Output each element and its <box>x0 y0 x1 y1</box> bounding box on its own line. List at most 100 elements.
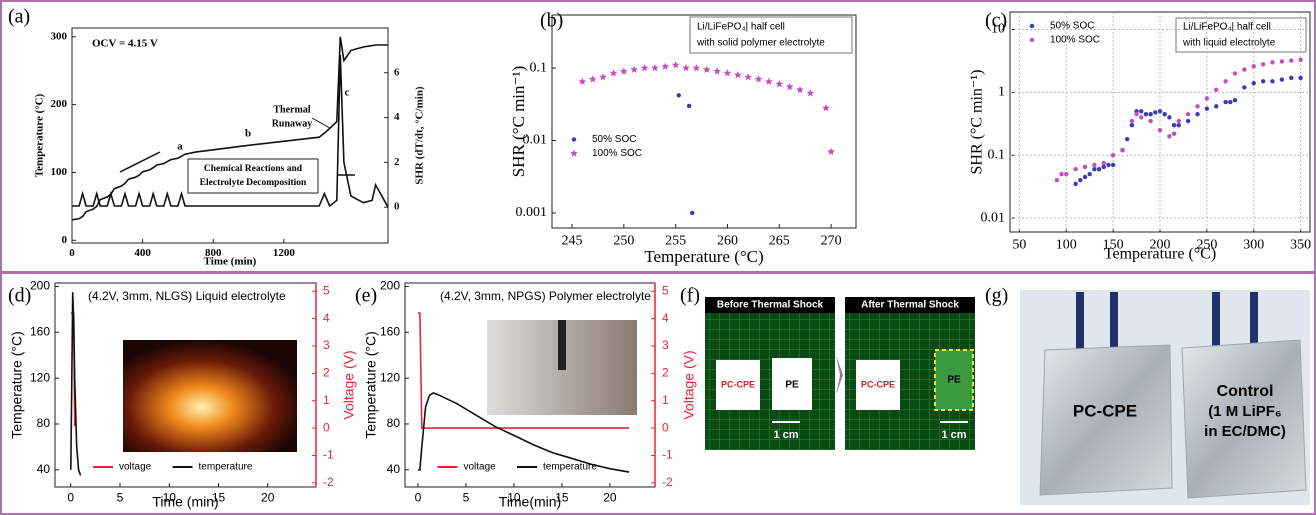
panel-label: (c) <box>985 10 1007 32</box>
annotation: OCV = 4.15 V <box>92 38 158 50</box>
y2-tick-label: 2 <box>394 156 400 168</box>
photos: Before Thermal Shock After Thermal Shock… <box>123 285 1310 505</box>
marker <box>1176 123 1181 128</box>
legend-label: temperature <box>199 462 253 473</box>
marker <box>1270 79 1275 84</box>
y2-tick-label: 1 <box>323 393 330 407</box>
marker <box>1101 160 1106 166</box>
marker <box>1228 99 1233 105</box>
legend-swatch <box>570 149 578 157</box>
marker <box>796 85 804 94</box>
marker <box>1101 164 1106 170</box>
marker <box>1157 128 1163 133</box>
marker <box>620 67 628 75</box>
marker <box>785 82 794 91</box>
marker <box>1223 99 1228 105</box>
marker <box>1298 75 1303 81</box>
y-tick-label: 200 <box>30 279 50 293</box>
marker <box>661 62 670 70</box>
x-tick-label: 20 <box>261 491 275 505</box>
marker <box>1204 106 1210 111</box>
legend-label: 100% SOC <box>1050 35 1100 46</box>
x-tick-label: 1200 <box>273 247 296 259</box>
y-tick-label: 200 <box>380 279 400 293</box>
sample-label: in EC/DMC) <box>1204 423 1286 440</box>
marker <box>1129 123 1135 128</box>
y-axis-label: Temperature (°C) <box>363 331 379 439</box>
panel-label: (b) <box>540 10 563 32</box>
pouch <box>1181 339 1307 499</box>
marker <box>806 89 815 97</box>
sample-label: (1 M LiPF₆ <box>1208 403 1281 420</box>
x-tick-label: 50 <box>1012 238 1026 253</box>
panel-label: (d) <box>8 285 31 307</box>
y-tick-label: 80 <box>37 416 51 430</box>
annotation: (4.2V, 3mm, NPGS) Polymer electrolyte <box>440 289 651 303</box>
y2-tick-label: -2 <box>662 475 673 489</box>
y-tick-label: 80 <box>387 416 401 430</box>
y2-tick-label: 2 <box>323 366 330 380</box>
marker <box>1129 118 1135 124</box>
legend-label: voltage <box>119 462 152 473</box>
panel-label: (f) <box>680 285 700 307</box>
y-tick-label: 300 <box>51 30 68 42</box>
marker <box>1073 166 1078 172</box>
legend-label: 50% SOC <box>1050 21 1094 32</box>
marker <box>671 61 680 69</box>
marker <box>1242 85 1247 90</box>
y-tick-label: 200 <box>51 98 68 110</box>
panel-label: (g) <box>985 285 1008 307</box>
x-tick-label: 0 <box>415 491 422 505</box>
y-axis-label: SHR (°C min⁻¹) <box>969 70 986 175</box>
marker <box>640 64 649 72</box>
x-tick-label: 400 <box>134 247 151 259</box>
marker <box>775 80 784 88</box>
marker <box>1289 75 1294 81</box>
y2-axis-label: Voltage (V) <box>681 350 697 419</box>
x-tick-label: 265 <box>769 234 790 249</box>
y2-tick-label: 0 <box>323 420 330 434</box>
marker <box>1059 171 1064 177</box>
y2-tick-label: 4 <box>394 111 400 123</box>
marker <box>1143 111 1149 117</box>
x-axis-label: Time (min) <box>152 494 218 510</box>
y2-tick-label: 1 <box>662 393 669 407</box>
marker <box>1279 77 1285 82</box>
scale-label: 1 cm <box>773 429 798 441</box>
y2-tick-label: 5 <box>662 283 669 297</box>
chart: 0 400 800 1200 0 100 200 300 0 2 4 6 Time (min) Tempe… <box>8 6 426 268</box>
marker <box>1110 153 1116 158</box>
marker <box>692 64 701 72</box>
x-tick-label: 200 <box>1150 238 1171 253</box>
y-tick-label: 0.1 <box>530 60 548 75</box>
marker <box>1204 96 1210 101</box>
arrow <box>311 117 331 129</box>
series-line <box>72 36 388 221</box>
marker <box>578 77 587 85</box>
scale-label: 1 cm <box>941 429 966 441</box>
photo-detail <box>558 320 566 370</box>
tab <box>1212 292 1220 352</box>
marker <box>1096 166 1102 172</box>
marker <box>1251 80 1256 86</box>
marker <box>1214 87 1219 92</box>
marker <box>1092 166 1097 172</box>
marker <box>1232 71 1238 76</box>
chart: 0 5 10 15 20 40 80 120 160 200 -2 -1 0 1 2 3 4 5 Time (min… <box>8 279 357 510</box>
marker <box>676 93 681 98</box>
marker <box>1185 118 1191 124</box>
marker <box>827 147 835 155</box>
y2-tick-label: -2 <box>323 475 334 489</box>
x-tick-label: 0 <box>69 247 75 259</box>
annotation-box <box>1175 17 1307 53</box>
y-tick-label: 160 <box>30 324 50 338</box>
legend-swatch <box>1029 23 1035 29</box>
annotation: (4.2V, 3mm, NLGS) Liquid electrolyte <box>88 289 286 303</box>
x-tick-label: 255 <box>665 234 686 249</box>
y-tick-label: 0 <box>62 234 68 246</box>
y2-tick-label: 0 <box>662 420 669 434</box>
x-tick-label: 20 <box>603 491 617 505</box>
y2-tick-label: -1 <box>662 448 673 462</box>
legend-label: 100% SOC <box>592 148 642 159</box>
